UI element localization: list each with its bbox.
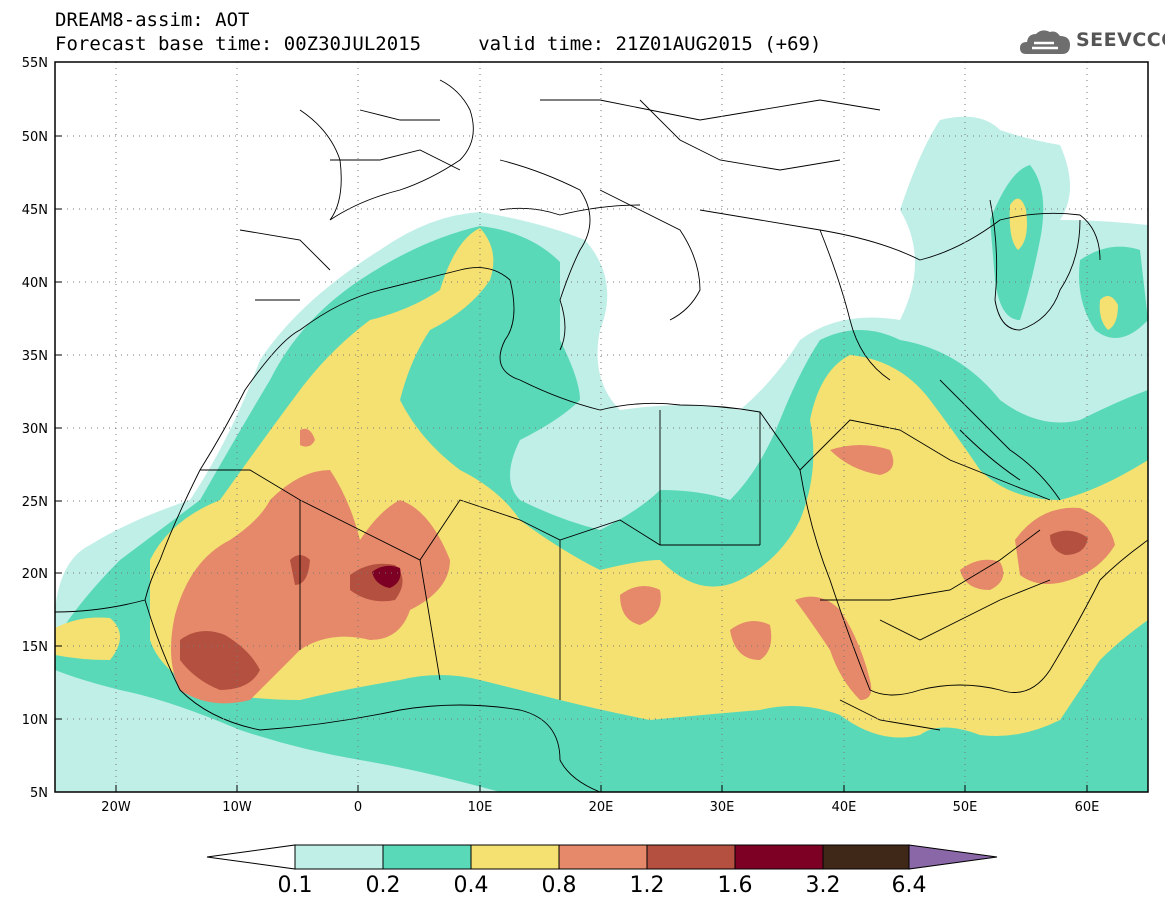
lon-label: 10E — [468, 800, 493, 815]
lat-label: 20N — [22, 567, 48, 582]
lon-label: 60E — [1075, 800, 1100, 815]
lat-label: 40N — [22, 276, 48, 291]
aot-band-0.2-east — [1079, 246, 1148, 338]
colorbar-low-arrow — [206, 844, 296, 870]
colorbar-label: 0.8 — [542, 873, 577, 898]
lat-label: 55N — [22, 56, 48, 71]
colorbar-high-arrow — [908, 844, 998, 870]
aot-band-0.8-sudan — [730, 621, 772, 660]
lat-label: 35N — [22, 349, 48, 364]
lat-label: 25N — [22, 495, 48, 510]
aot-band-0.8-saudi — [830, 445, 894, 475]
colorbar-segment — [382, 844, 472, 870]
aot-band-0.4-caspian — [1009, 198, 1027, 250]
aot-band-1.6 — [372, 565, 401, 588]
aot-band-0.8-libya — [300, 428, 315, 447]
coastlines — [55, 79, 1148, 792]
colorbar-segment — [734, 844, 824, 870]
colorbar-segment — [646, 844, 736, 870]
gridlines — [55, 62, 1148, 792]
colorbar-label: 1.2 — [630, 873, 665, 898]
lat-label: 50N — [22, 130, 48, 145]
lon-label: 50E — [953, 800, 978, 815]
colorbar-segment — [558, 844, 648, 870]
aot-band-0.8-chad — [620, 586, 661, 625]
lat-label: 10N — [22, 713, 48, 728]
colorbar-label: 6.4 — [892, 873, 927, 898]
colorbar-segment — [822, 844, 910, 870]
colorbar-label: 0.1 — [278, 873, 313, 898]
lat-label: 5N — [30, 786, 48, 801]
lon-label: 10W — [222, 800, 252, 815]
colorbar: 0.1 0.2 0.4 0.8 1.2 1.6 3.2 6.4 — [206, 844, 998, 898]
logo-text: SEEVCCC — [1076, 29, 1165, 51]
colorbar-label: 3.2 — [806, 873, 841, 898]
aot-band-0.8-redsea — [795, 596, 872, 700]
colorbar-label: 0.4 — [454, 873, 489, 898]
colorbar-label: 1.6 — [718, 873, 753, 898]
colorbar-segment — [470, 844, 560, 870]
aot-contours — [55, 116, 1148, 792]
cloud-logo-icon — [1020, 30, 1070, 54]
lon-label: 0 — [354, 800, 362, 815]
ticks — [55, 61, 1088, 793]
lon-label: 20E — [589, 800, 614, 815]
lat-label: 30N — [22, 422, 48, 437]
aot-band-0.8-arabia2 — [960, 559, 1004, 590]
colorbar-segment — [294, 844, 384, 870]
lat-labels: 55N 50N 45N 40N 35N 30N 25N 20N 15N 10N … — [22, 56, 48, 801]
forecast-time-subtitle: Forecast base time: 00Z30JUL2015 valid t… — [55, 33, 822, 55]
lon-label: 40E — [832, 800, 857, 815]
lon-label: 20W — [101, 800, 131, 815]
lat-label: 45N — [22, 203, 48, 218]
lon-label: 30E — [710, 800, 735, 815]
aot-band-0.4-west — [55, 617, 120, 660]
aot-band-0.8 — [171, 470, 450, 704]
map-title: DREAM8-assim: AOT — [55, 9, 250, 31]
aot-band-0.4-east — [1099, 296, 1118, 330]
colorbar-label: 0.2 — [366, 873, 401, 898]
aot-band-1.2-oman — [1050, 530, 1088, 555]
lon-labels: 20W 10W 0 10E 20E 30E 40E 50E 60E — [101, 800, 1099, 815]
lat-label: 15N — [22, 640, 48, 655]
